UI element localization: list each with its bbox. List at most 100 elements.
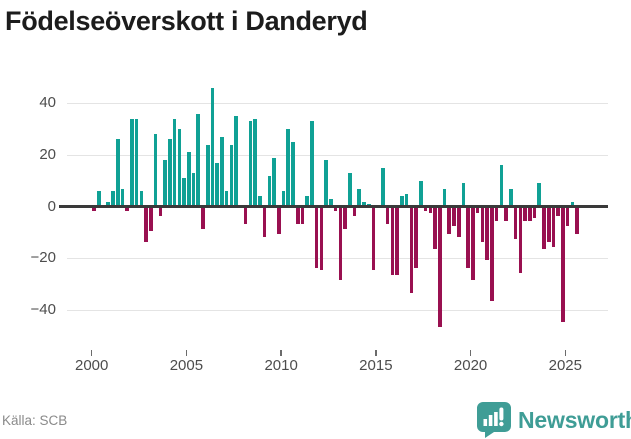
bar-negative xyxy=(428,208,433,214)
bar-positive xyxy=(130,118,134,207)
bar-positive xyxy=(324,160,328,207)
gridline xyxy=(67,103,608,105)
bar-negative xyxy=(532,208,537,219)
bar-positive xyxy=(357,188,362,207)
x-axis-zero-line xyxy=(59,205,608,208)
bar-negative xyxy=(523,208,527,222)
newsworthy-logo: Newsworthy xyxy=(477,402,631,438)
bar-positive xyxy=(267,175,272,207)
bar-negative xyxy=(414,208,418,268)
bar-negative xyxy=(300,208,305,224)
x-axis-tick xyxy=(375,350,377,356)
bar-negative xyxy=(125,208,129,211)
bar-negative xyxy=(201,208,205,229)
bar-negative xyxy=(319,208,324,271)
bar-negative xyxy=(338,208,343,281)
bar-positive xyxy=(168,139,172,207)
bar-negative xyxy=(565,208,570,227)
gridline xyxy=(67,258,608,260)
bar-positive xyxy=(291,142,295,207)
bar-positive xyxy=(253,118,257,207)
x-axis-tick-label: 2025 xyxy=(548,357,582,374)
x-axis-tick xyxy=(90,350,93,356)
bar-negative xyxy=(551,208,556,247)
bar-negative xyxy=(333,208,338,211)
bar-negative xyxy=(546,208,551,242)
x-axis-tick-label: 2015 xyxy=(359,357,393,374)
bar-positive xyxy=(106,201,111,207)
bar-negative xyxy=(447,208,452,234)
bar-positive xyxy=(134,118,139,207)
bar-positive xyxy=(97,191,101,207)
bar-negative xyxy=(423,208,428,211)
bar-negative xyxy=(556,208,560,216)
bar-positive xyxy=(329,198,333,207)
bar-positive xyxy=(177,129,182,207)
bar-positive xyxy=(234,116,238,207)
bar-negative xyxy=(575,208,579,234)
bar-positive xyxy=(272,157,276,207)
x-axis-tick-label: 2005 xyxy=(169,357,204,374)
bar-positive xyxy=(404,193,409,207)
bar-negative xyxy=(158,208,163,216)
bar-negative xyxy=(437,208,442,327)
x-axis-tick xyxy=(564,350,567,356)
bar-positive xyxy=(419,180,423,207)
bar-positive xyxy=(305,196,309,207)
bar-positive xyxy=(182,178,186,207)
bar-negative xyxy=(527,208,532,222)
gridline xyxy=(67,155,608,156)
plot-area xyxy=(59,85,608,345)
bar-negative xyxy=(314,208,319,268)
bar-positive xyxy=(172,118,177,207)
bar-negative xyxy=(343,208,347,229)
bar-negative xyxy=(371,208,376,271)
bar-positive xyxy=(362,201,366,207)
bar-positive xyxy=(115,139,120,207)
bar-positive xyxy=(186,152,191,207)
bar-positive xyxy=(286,129,291,207)
bar-negative xyxy=(276,208,281,234)
x-axis-tick xyxy=(280,350,282,356)
bar-negative xyxy=(456,208,461,237)
bar-positive xyxy=(220,136,224,207)
newsworthy-logo-text: Newsworthy xyxy=(518,406,631,433)
bar-positive xyxy=(499,165,504,207)
bar-positive xyxy=(163,160,167,207)
bar-positive xyxy=(400,196,404,207)
bar-positive xyxy=(442,188,447,207)
bar-negative xyxy=(149,208,153,232)
bar-positive xyxy=(111,191,115,207)
bar-positive xyxy=(281,191,286,207)
y-axis-tick-label: 20 xyxy=(39,146,56,163)
y-axis-tick-label: 40 xyxy=(39,94,56,112)
bar-positive xyxy=(310,121,314,207)
x-axis-tick-label: 2000 xyxy=(75,357,109,374)
y-axis-tick-label: −40 xyxy=(30,301,56,319)
bar-negative xyxy=(92,208,96,211)
bar-negative xyxy=(395,208,399,276)
bar-negative xyxy=(542,208,546,250)
bar-negative xyxy=(561,208,565,322)
bar-positive xyxy=(229,144,234,207)
bar-negative xyxy=(452,208,456,227)
bar-positive xyxy=(191,173,196,207)
bar-positive xyxy=(215,162,219,207)
bar-negative xyxy=(390,208,395,276)
bar-positive xyxy=(509,188,513,207)
bar-negative xyxy=(433,208,437,250)
bar-negative xyxy=(385,208,390,224)
bar-negative xyxy=(144,208,148,242)
bar-negative xyxy=(504,208,508,222)
chart-title: Födelseöverskott i Danderyd xyxy=(5,6,368,36)
bar-positive xyxy=(196,113,201,207)
bar-positive xyxy=(210,87,215,207)
bar-positive xyxy=(205,144,210,207)
bar-negative xyxy=(485,208,489,260)
bar-negative xyxy=(490,208,494,302)
bar-negative xyxy=(494,208,499,222)
source-text: Källa: SCB xyxy=(2,413,68,428)
x-axis-tick xyxy=(469,350,472,356)
